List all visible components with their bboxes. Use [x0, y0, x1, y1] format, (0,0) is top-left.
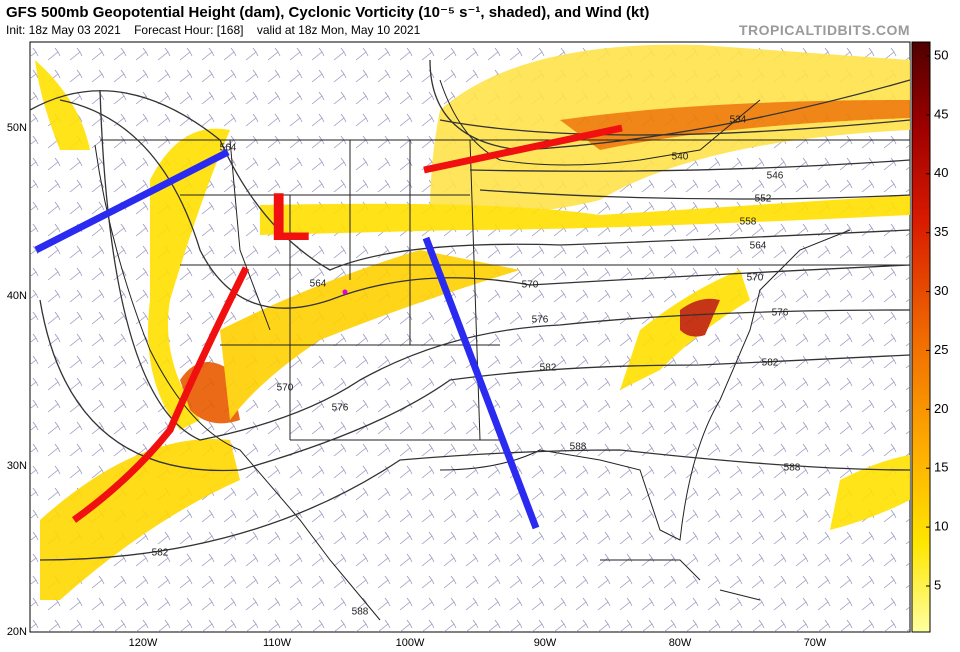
contour-label: 582: [762, 358, 779, 369]
colorbar-label: 15: [934, 460, 948, 475]
contour-label: 570: [522, 280, 539, 291]
contour-label: 576: [772, 308, 789, 319]
contour-label: 546: [767, 171, 784, 182]
run-info: Init: 18z May 03 2021 Forecast Hour: [16…: [6, 23, 420, 37]
title: GFS 500mb Geopotential Height (dam), Cyc…: [6, 4, 650, 21]
site: TROPICALTIDBITS.COM: [738, 22, 910, 38]
low-marker: L: [269, 179, 311, 255]
colorbar-label: 10: [934, 519, 948, 534]
contour-label: 582: [152, 548, 169, 559]
contour-label: 588: [352, 607, 369, 618]
latitude-label: 30N: [7, 460, 27, 472]
longitude-label: 100W: [396, 637, 425, 649]
contour-label: 540: [672, 152, 689, 163]
annotation-lines: [34, 124, 623, 530]
valid-time: valid at 18z Mon, May 10 2021: [256, 23, 421, 37]
longitude-label: 70W: [804, 637, 827, 649]
longitude-label: 80W: [669, 637, 692, 649]
contour-label: 576: [532, 315, 549, 326]
contour-label: 576: [332, 403, 349, 414]
marker-dot: [342, 289, 348, 295]
contour-label: 582: [540, 363, 557, 374]
forecast-hour: Forecast Hour: [168]: [134, 23, 244, 37]
colorbar-label: 35: [934, 224, 948, 239]
latitude-label: 20N: [7, 626, 27, 638]
contour-label: 564: [220, 143, 237, 154]
contour-label: 570: [747, 273, 764, 284]
contour-label: 588: [570, 442, 587, 453]
latitude-label: 50N: [7, 122, 27, 134]
longitude-label: 120W: [129, 637, 158, 649]
colorbar-label: 5: [934, 577, 941, 592]
contour-label: 558: [740, 217, 757, 228]
contour-label: 534: [730, 115, 747, 126]
contour-label: 552: [755, 194, 772, 205]
longitude-label: 90W: [534, 637, 557, 649]
contour-label: 564: [310, 279, 327, 290]
contour-label: 564: [750, 241, 767, 252]
contour-label: 570: [277, 383, 294, 394]
longitude-label: 110W: [263, 637, 292, 649]
init: Init: 18z May 03 2021: [6, 23, 121, 37]
colorbar-label: 20: [934, 401, 948, 416]
geography: [94, 79, 910, 621]
colorbar-label: 30: [934, 283, 948, 298]
colorbar-label: 40: [934, 165, 948, 180]
colorbar-label: 25: [934, 342, 948, 357]
colorbar-label: 50: [934, 47, 948, 62]
latitude-label: 40N: [7, 290, 27, 302]
colorbar: [911, 41, 931, 633]
colorbar-label: 45: [934, 106, 948, 121]
contour-label: 588: [784, 463, 801, 474]
